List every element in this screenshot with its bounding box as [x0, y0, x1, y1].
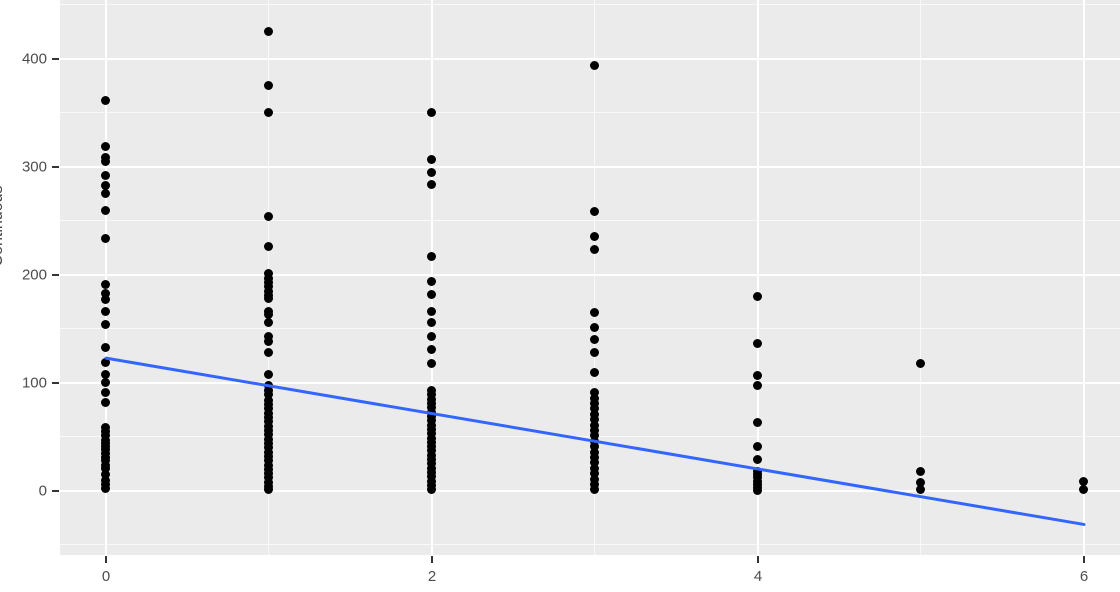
- data-point: [264, 332, 274, 342]
- data-point: [590, 60, 600, 70]
- data-point: [427, 307, 437, 317]
- data-point: [264, 294, 274, 304]
- data-point: [264, 242, 274, 252]
- data-point: [427, 276, 437, 286]
- data-point: [753, 338, 763, 348]
- x-tick-label: 4: [753, 568, 763, 585]
- data-point: [590, 348, 600, 358]
- y-major-gridline: [60, 273, 1120, 276]
- data-point: [264, 317, 274, 327]
- data-point: [101, 342, 111, 352]
- data-point: [590, 231, 600, 241]
- y-minor-gridline: [60, 328, 1120, 330]
- x-tick-mark: [756, 556, 759, 563]
- data-point: [590, 323, 600, 333]
- x-tick-mark: [1082, 556, 1085, 563]
- data-point: [590, 308, 600, 318]
- data-point: [427, 252, 437, 262]
- data-point: [427, 332, 437, 342]
- data-point: [101, 141, 111, 151]
- data-point: [427, 108, 437, 118]
- x-major-gridline: [104, 0, 107, 555]
- x-tick-mark: [430, 556, 433, 563]
- y-tick-label: 400: [21, 50, 47, 68]
- y-tick-label: 200: [21, 266, 47, 284]
- y-major-gridline: [60, 165, 1120, 168]
- data-point: [264, 108, 274, 118]
- x-tick-mark: [104, 556, 107, 563]
- data-point: [427, 154, 437, 164]
- data-point: [101, 295, 111, 305]
- data-point: [590, 206, 600, 216]
- data-point: [427, 179, 437, 189]
- data-point: [427, 317, 437, 327]
- data-point: [101, 189, 111, 199]
- data-point: [264, 348, 274, 358]
- data-point: [101, 95, 111, 105]
- data-point: [264, 310, 274, 320]
- data-point: [101, 205, 111, 215]
- y-tick-mark: [52, 57, 59, 60]
- data-point: [101, 233, 111, 243]
- x-tick-label: 0: [101, 568, 111, 585]
- data-point: [427, 289, 437, 299]
- data-point: [264, 337, 274, 347]
- data-point: [590, 244, 600, 254]
- y-minor-gridline: [60, 544, 1120, 546]
- x-major-gridline: [1082, 0, 1085, 555]
- y-tick-mark: [52, 165, 59, 168]
- x-tick-label: 2: [427, 568, 437, 585]
- data-point: [101, 157, 111, 167]
- data-point: [101, 288, 111, 298]
- y-major-gridline: [60, 57, 1120, 60]
- x-tick-label: 6: [1079, 568, 1089, 585]
- x-minor-gridline: [594, 0, 596, 555]
- y-tick-mark: [52, 273, 59, 276]
- y-major-gridline: [60, 381, 1120, 384]
- y-tick-label: 100: [21, 374, 47, 392]
- data-point: [101, 320, 111, 330]
- y-minor-gridline: [60, 220, 1120, 222]
- y-tick-mark: [52, 381, 59, 384]
- data-point: [101, 280, 111, 290]
- x-major-gridline: [756, 0, 759, 555]
- data-point: [427, 167, 437, 177]
- y-tick-label: 0: [38, 482, 47, 500]
- data-point: [427, 344, 437, 354]
- data-point: [264, 81, 274, 91]
- data-point: [264, 212, 274, 222]
- y-minor-gridline: [60, 112, 1120, 114]
- data-point: [101, 307, 111, 317]
- data-point: [264, 27, 274, 37]
- y-axis-title: Continuous: [0, 185, 6, 267]
- data-point: [753, 292, 763, 302]
- y-tick-mark: [52, 489, 59, 492]
- x-minor-gridline: [920, 0, 922, 555]
- data-point: [101, 180, 111, 190]
- data-point: [101, 171, 111, 181]
- y-minor-gridline: [60, 4, 1120, 6]
- data-point: [590, 335, 600, 345]
- y-tick-label: 300: [21, 158, 47, 176]
